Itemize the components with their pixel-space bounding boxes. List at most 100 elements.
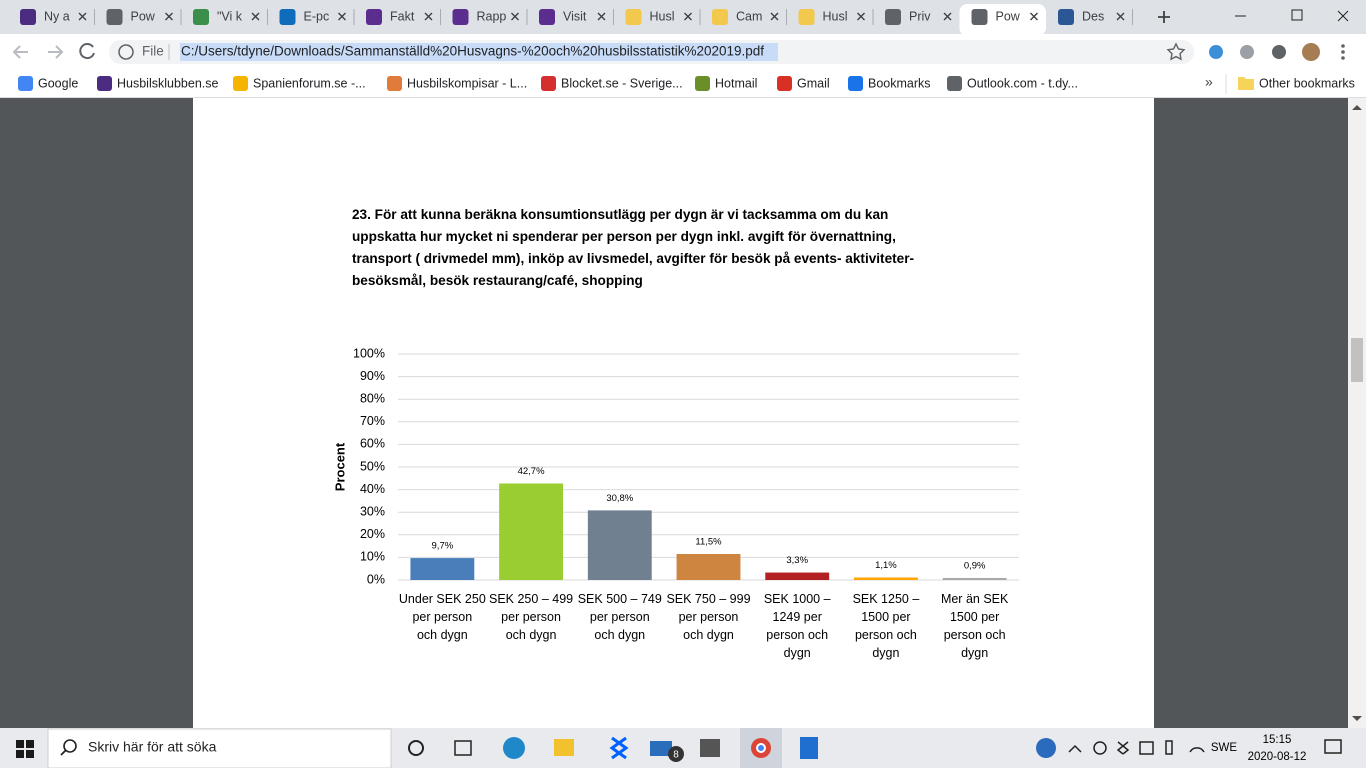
bookmark[interactable]: Bookmarks (868, 76, 931, 90)
y-tick-label: 90% (360, 369, 385, 383)
tab-title[interactable]: E-pc (304, 9, 330, 23)
tab-favicon (20, 9, 36, 25)
restore-button[interactable] (1291, 9, 1303, 21)
dropbox-icon[interactable] (609, 736, 629, 760)
tab-title[interactable]: Ny a (44, 9, 70, 23)
tab-title[interactable]: "Vi k (217, 9, 243, 23)
tab-close[interactable] (1030, 12, 1038, 21)
bookmark[interactable]: Blocket.se - Sverige... (561, 76, 683, 90)
y-tick-label: 70% (360, 414, 385, 428)
tab-close[interactable] (78, 12, 87, 21)
bookmark-icon (18, 76, 33, 91)
scrollbar (1348, 98, 1366, 728)
value-label: 0,9% (964, 560, 986, 571)
tab-close[interactable] (424, 12, 433, 21)
bookmark-icon (777, 76, 792, 91)
tab-close[interactable] (338, 12, 346, 21)
bookmark-icon (97, 76, 112, 91)
other-bookmarks[interactable]: Other bookmarks (1259, 76, 1355, 90)
tab-close[interactable] (511, 12, 519, 21)
tab-close[interactable] (165, 12, 173, 21)
start-button[interactable] (16, 740, 34, 758)
profile-avatar[interactable] (1302, 43, 1320, 61)
tab-favicon (106, 9, 123, 25)
tab-close[interactable] (251, 12, 260, 21)
language[interactable]: SWE (1211, 742, 1238, 754)
tab-close[interactable] (770, 12, 779, 21)
back-button[interactable] (12, 45, 28, 59)
search-placeholder[interactable]: Skriv här för att söka (88, 739, 217, 755)
tab-close[interactable] (857, 12, 865, 21)
bookmarks-overflow[interactable]: » (1205, 74, 1213, 90)
explorer-icon[interactable] (554, 739, 574, 756)
bookmark[interactable]: Google (38, 76, 78, 90)
mail-icon[interactable] (650, 741, 672, 756)
tab-title[interactable]: Husl (823, 9, 848, 23)
edge-icon[interactable] (503, 737, 525, 759)
tab-favicon (798, 9, 815, 25)
url[interactable]: C:/Users/tdyne/Downloads/Sammanställd%20… (181, 44, 764, 59)
bookmark-icon (848, 76, 863, 91)
tray-chevron[interactable] (1068, 744, 1082, 753)
bookmark-star[interactable] (1166, 42, 1186, 61)
mail-badge: 8 (673, 750, 679, 761)
tab-title[interactable]: Rapp (477, 9, 507, 23)
search-box[interactable] (47, 728, 392, 768)
tab-close[interactable] (943, 12, 952, 21)
task-view-icon[interactable] (454, 740, 472, 756)
extension-icon[interactable] (1240, 45, 1254, 59)
folder-icon (1238, 77, 1254, 90)
extension-icon[interactable] (1209, 45, 1223, 59)
bookmark-icon (387, 76, 402, 91)
x-tick-label: SEK 750 – 999 per person och dygn (666, 592, 751, 642)
tab-title[interactable]: Pow (131, 9, 156, 23)
tab-title[interactable]: Fakt (390, 9, 415, 23)
cortana-icon[interactable] (408, 740, 424, 756)
bar (499, 483, 564, 580)
new-tab-button[interactable] (1158, 11, 1170, 23)
menu-button[interactable] (1341, 44, 1345, 60)
y-tick-label: 50% (360, 459, 385, 473)
notifications-icon[interactable] (1324, 739, 1342, 754)
y-tick-label: 20% (360, 527, 385, 541)
mail-badge-bg (668, 746, 684, 762)
tab-title[interactable]: Cam (736, 9, 762, 23)
bookmark[interactable]: Hotmail (715, 76, 757, 90)
bookmark[interactable]: Spanienforum.se -... (253, 76, 366, 90)
tab-title[interactable]: Des (1082, 9, 1104, 23)
close-window-button[interactable] (1337, 10, 1349, 22)
help-icon[interactable] (1036, 738, 1056, 758)
bookmark[interactable]: Husbilskompisar - L... (407, 76, 527, 90)
word-icon[interactable] (800, 737, 818, 759)
bar (676, 554, 741, 580)
tab-title[interactable]: Priv (909, 9, 931, 23)
tab-favicon (712, 9, 728, 25)
tab-favicon (885, 9, 901, 25)
bookmark[interactable]: Gmail (797, 76, 830, 90)
tab-close[interactable] (597, 12, 606, 21)
x-tick-label: SEK 500 – 749 per person och dygn (577, 592, 662, 642)
bar (410, 558, 475, 580)
tab-title[interactable]: Husl (650, 9, 675, 23)
bar (765, 572, 830, 580)
tab-title[interactable]: Pow (996, 9, 1021, 23)
tab-strip (0, 0, 1366, 34)
scroll-thumb[interactable] (1351, 338, 1363, 382)
y-tick-label: 80% (360, 391, 385, 405)
extensions-button[interactable] (1272, 45, 1286, 59)
bookmark[interactable]: Husbilsklubben.se (117, 76, 218, 90)
y-tick-label: 10% (360, 550, 385, 564)
tab-title[interactable]: Visit (563, 9, 587, 23)
reload-button[interactable] (79, 43, 95, 60)
clock-time[interactable]: 15:15 (1263, 734, 1292, 746)
forward-button[interactable] (48, 45, 64, 59)
tab-close[interactable] (684, 12, 692, 21)
store-icon[interactable] (700, 739, 720, 757)
bookmark[interactable]: Outlook.com - t.dy... (967, 76, 1078, 90)
x-tick-label: SEK 1250 – 1500 per person och dygn (852, 592, 920, 660)
info-icon[interactable] (118, 44, 134, 60)
x-tick-label: SEK 1000 – 1249 per person och dygn (763, 592, 831, 660)
tab-close[interactable] (1116, 12, 1125, 21)
clock-date[interactable]: 2020-08-12 (1248, 751, 1307, 763)
